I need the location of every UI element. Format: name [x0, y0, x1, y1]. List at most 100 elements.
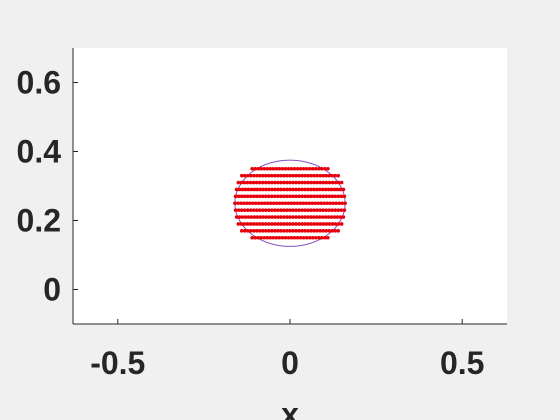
- data-point: [307, 166, 312, 171]
- data-point: [294, 187, 298, 192]
- data-point: [320, 235, 324, 240]
- data-point: [332, 187, 337, 192]
- data-point: [328, 201, 333, 206]
- data-point: [303, 208, 307, 212]
- data-point: [303, 222, 307, 226]
- data-point: [250, 166, 254, 171]
- data-point: [300, 187, 304, 192]
- y-tick-label: 0.6: [17, 65, 61, 101]
- data-point: [330, 194, 335, 199]
- data-point: [276, 222, 280, 226]
- data-point: [297, 222, 301, 226]
- data-point: [270, 194, 274, 199]
- data-point: [319, 201, 324, 206]
- data-point: [310, 201, 315, 206]
- data-point: [321, 229, 325, 233]
- data-point: [292, 235, 297, 240]
- data-point: [243, 215, 248, 219]
- data-point: [282, 229, 286, 233]
- data-point: [323, 215, 328, 219]
- data-point: [279, 187, 283, 192]
- data-point: [323, 166, 327, 171]
- data-point: [271, 201, 276, 206]
- data-point: [333, 229, 338, 233]
- data-point: [327, 208, 332, 212]
- data-point: [236, 222, 241, 226]
- data-point: [303, 173, 307, 178]
- data-point: [283, 235, 288, 240]
- data-point: [261, 229, 265, 233]
- data-point: [303, 229, 307, 233]
- data-point: [242, 229, 247, 233]
- data-point: [330, 222, 335, 226]
- data-point: [279, 208, 283, 212]
- data-point: [282, 208, 286, 212]
- data-point: [306, 208, 310, 212]
- data-point: [312, 208, 316, 212]
- data-point: [305, 187, 310, 192]
- data-point: [251, 222, 256, 226]
- data-point: [303, 194, 307, 199]
- data-point: [321, 208, 326, 212]
- data-point: [236, 194, 241, 199]
- data-point: [320, 166, 324, 171]
- data-point: [260, 222, 265, 226]
- data-point: [276, 187, 280, 192]
- data-point: [283, 201, 288, 206]
- data-point: [245, 194, 250, 199]
- data-point: [291, 194, 295, 199]
- data-point: [256, 166, 260, 171]
- data-point: [279, 173, 283, 178]
- data-point: [233, 201, 237, 206]
- data-point: [342, 194, 347, 199]
- data-point: [300, 180, 304, 185]
- data-point: [316, 201, 321, 206]
- data-point: [242, 194, 247, 199]
- data-point: [318, 229, 322, 233]
- data-point: [318, 222, 323, 226]
- data-point: [242, 173, 247, 178]
- data-point: [239, 229, 244, 233]
- data-point: [288, 208, 292, 212]
- data-point: [304, 166, 309, 171]
- data-point: [333, 208, 338, 212]
- data-point: [324, 180, 329, 185]
- data-point: [315, 173, 319, 178]
- y-ticks: 0 0.2 0.4 0.6: [17, 65, 78, 308]
- data-point: [324, 222, 329, 226]
- data-point: [246, 215, 251, 219]
- data-point: [261, 187, 266, 192]
- data-point: [297, 229, 301, 233]
- data-point: [292, 201, 297, 206]
- data-point: [276, 173, 280, 178]
- data-point: [291, 187, 295, 192]
- data-point: [315, 229, 319, 233]
- data-point: [240, 187, 245, 192]
- data-point: [265, 201, 270, 206]
- data-point: [254, 208, 259, 212]
- data-point: [312, 194, 316, 199]
- x-tick-label: -0.5: [90, 345, 145, 381]
- data-point: [316, 166, 321, 171]
- data-point: [267, 229, 271, 233]
- data-point: [301, 166, 306, 171]
- data-point: [253, 235, 257, 240]
- data-point: [313, 235, 318, 240]
- data-point: [306, 229, 310, 233]
- data-point: [252, 173, 256, 178]
- data-point: [273, 229, 277, 233]
- data-point: [256, 235, 260, 240]
- data-point: [309, 222, 314, 226]
- data-point: [282, 187, 286, 192]
- data-point: [266, 222, 271, 226]
- data-point: [338, 215, 343, 219]
- data-point: [286, 166, 291, 171]
- data-point: [262, 201, 267, 206]
- data-point: [285, 180, 289, 185]
- data-point: [340, 201, 344, 206]
- data-point: [325, 201, 330, 206]
- data-point: [236, 180, 241, 185]
- data-point: [342, 208, 347, 212]
- data-point: [246, 187, 251, 192]
- data-point: [312, 173, 316, 178]
